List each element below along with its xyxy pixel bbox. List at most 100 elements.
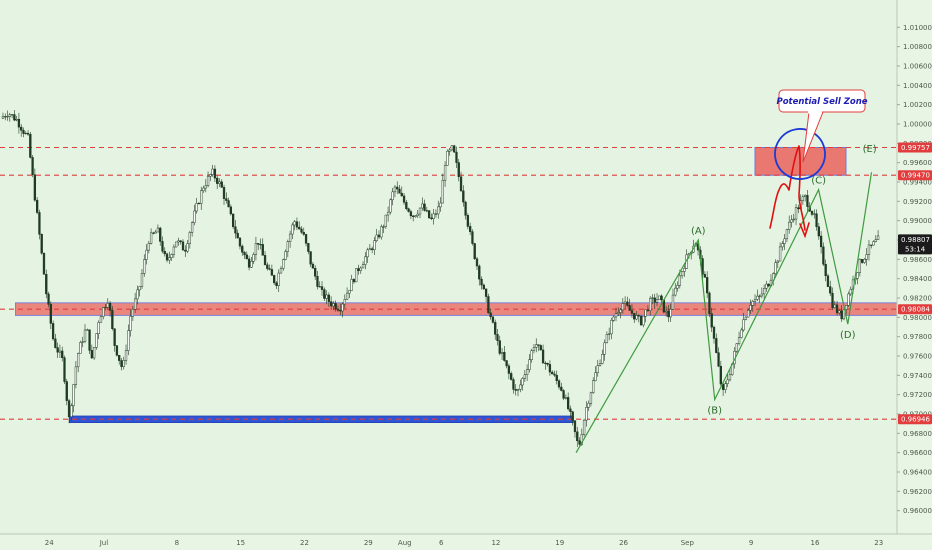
candle-319 bbox=[728, 368, 732, 382]
candle-body-up bbox=[15, 118, 18, 121]
candle-body-up bbox=[99, 316, 103, 323]
candle-body-up bbox=[794, 207, 798, 220]
candle-216 bbox=[494, 319, 497, 340]
wave-label-e: (E) bbox=[863, 144, 877, 155]
candle-body-up bbox=[603, 342, 606, 355]
candle-body-down bbox=[163, 251, 166, 255]
x-tick-label-6: Aug bbox=[398, 539, 412, 547]
candle-body-up bbox=[355, 268, 358, 283]
candle-body-up bbox=[24, 132, 27, 135]
candle-body-up bbox=[156, 227, 160, 233]
candle-322 bbox=[735, 343, 738, 354]
candle-129 bbox=[295, 217, 299, 231]
candle-body-down bbox=[245, 254, 248, 260]
candle-55 bbox=[127, 324, 130, 356]
y-tick-label-9: 0.99200 bbox=[903, 198, 932, 206]
y-tick-label-2: 1.00600 bbox=[903, 63, 932, 71]
candle-body-down bbox=[453, 145, 456, 153]
candle-body-up bbox=[867, 244, 871, 255]
candle-14 bbox=[33, 168, 37, 202]
candle-134 bbox=[307, 242, 310, 255]
candle-280 bbox=[639, 314, 643, 326]
candle-body-up bbox=[218, 181, 221, 184]
candle-182 bbox=[416, 210, 419, 218]
candle-173 bbox=[396, 181, 399, 195]
candle-body-up bbox=[252, 254, 255, 262]
candle-19 bbox=[45, 269, 48, 299]
candle-body-down bbox=[295, 221, 299, 228]
candle-243 bbox=[555, 370, 558, 385]
candle-body-down bbox=[430, 217, 433, 220]
candle-137 bbox=[314, 265, 317, 280]
candle-59 bbox=[136, 285, 139, 305]
candle-body-down bbox=[318, 286, 321, 288]
candle-24 bbox=[56, 342, 59, 359]
candle-132 bbox=[302, 227, 305, 236]
x-tick-label-5: 29 bbox=[364, 539, 373, 547]
candle-21 bbox=[49, 301, 52, 330]
candle-body-up bbox=[282, 259, 285, 269]
candle-315 bbox=[719, 360, 722, 386]
candle-body-down bbox=[300, 228, 303, 233]
candle-28 bbox=[65, 378, 68, 406]
candle-48 bbox=[111, 306, 114, 331]
y-tick-label-22: 0.96600 bbox=[903, 449, 932, 457]
candle-body-up bbox=[325, 294, 328, 299]
candle-131 bbox=[300, 226, 303, 234]
candle-body-up bbox=[368, 248, 372, 251]
candle-body-up bbox=[439, 202, 442, 208]
candle-342 bbox=[781, 241, 784, 251]
candle-248 bbox=[566, 392, 570, 411]
candle-body-up bbox=[500, 352, 504, 354]
candle-body-up bbox=[131, 309, 135, 317]
candle-body-up bbox=[343, 299, 346, 305]
candle-61 bbox=[140, 268, 144, 290]
candle-106 bbox=[243, 250, 246, 259]
candle-210 bbox=[480, 276, 483, 290]
candle-body-up bbox=[783, 238, 786, 244]
candle-body-up bbox=[655, 299, 659, 303]
level-badge-label-1: 0.99470 bbox=[901, 172, 930, 180]
candle-body-down bbox=[514, 389, 517, 391]
candle-263 bbox=[601, 349, 604, 365]
x-axis[interactable]: 24 Jul 8 15 22 29 Aug 6 12 19 26 Sep 9 16 23 bbox=[0, 533, 932, 550]
candle-138 bbox=[316, 270, 319, 290]
candle-225 bbox=[514, 384, 517, 396]
candle-body-up bbox=[284, 251, 287, 260]
candle-body-down bbox=[706, 277, 709, 294]
candle-body-up bbox=[448, 149, 451, 152]
candle-111 bbox=[254, 236, 258, 261]
candle-body-up bbox=[441, 179, 444, 204]
candle-body-down bbox=[489, 312, 492, 318]
candle-body-down bbox=[38, 212, 41, 235]
candle-230 bbox=[525, 364, 529, 381]
candle-body-up bbox=[598, 363, 602, 366]
candle-4 bbox=[10, 113, 14, 119]
candle-body-down bbox=[247, 258, 251, 268]
level-badge-label-2: 0.98084 bbox=[901, 306, 930, 314]
candle-133 bbox=[304, 233, 308, 247]
candle-body-down bbox=[33, 174, 37, 201]
candle-112 bbox=[257, 243, 260, 251]
candle-167 bbox=[382, 224, 385, 234]
candle-body-down bbox=[357, 268, 360, 271]
candle-body-down bbox=[17, 118, 21, 128]
candle-body-up bbox=[1, 116, 5, 119]
candle-body-up bbox=[735, 343, 738, 352]
candle-body-down bbox=[222, 187, 226, 199]
candle-295 bbox=[674, 283, 677, 297]
candle-body-down bbox=[831, 292, 834, 308]
candle-body-down bbox=[213, 168, 217, 179]
candle-body-up bbox=[206, 176, 210, 186]
target-circle bbox=[774, 128, 826, 180]
candle-body-up bbox=[596, 365, 599, 373]
candle-378 bbox=[863, 258, 866, 264]
candle-body-up bbox=[202, 187, 205, 191]
level-badge-label-0: 0.99757 bbox=[901, 144, 930, 152]
sell-zone-callout[interactable]: Potential Sell Zone bbox=[776, 89, 868, 163]
candle-body-up bbox=[279, 268, 283, 274]
candle-89 bbox=[204, 179, 207, 193]
candle-body-up bbox=[635, 315, 638, 320]
y-axis[interactable]: 1.01000 1.00800 1.00600 1.00400 1.00200 1.000… bbox=[896, 0, 932, 550]
